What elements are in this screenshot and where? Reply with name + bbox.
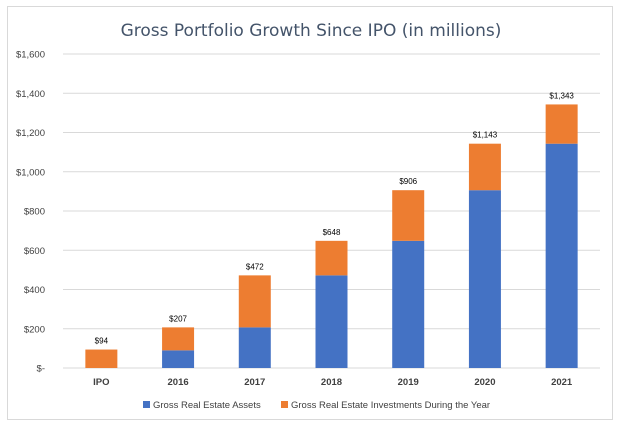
legend-swatch-investments: [281, 401, 288, 408]
x-axis-category-labels: IPO 2016 2017 2018 2019 2020 2021: [93, 377, 573, 388]
chart-svg: Gross Portfolio Growth Since IPO (in mil…: [16, 21, 600, 411]
y-tick-label: $1,400: [16, 89, 45, 100]
legend-label-investments: Gross Real Estate Investments During the…: [291, 400, 490, 411]
bar-segment-investments: [85, 349, 118, 368]
gridlines: [63, 53, 600, 369]
bar-segment-assets: [238, 327, 271, 368]
x-category-label: 2017: [244, 377, 265, 388]
bar-segment-investments: [392, 190, 425, 241]
y-tick-label: $800: [24, 207, 45, 218]
bar-segment-investments: [162, 327, 195, 351]
data-label: $906: [399, 177, 417, 186]
chart-frame: Gross Portfolio Growth Since IPO (in mil…: [7, 6, 613, 420]
x-category-label: IPO: [93, 377, 109, 388]
bar-segment-assets: [162, 350, 195, 368]
bar-segment-assets: [315, 275, 348, 368]
y-tick-label: $1,000: [16, 167, 45, 178]
bar-segment-assets: [545, 143, 578, 368]
data-label: $648: [323, 228, 341, 237]
data-labels: $94 $207 $472 $648 $906 $1,143 $1,343: [95, 91, 575, 345]
legend-label-assets: Gross Real Estate Assets: [153, 400, 261, 411]
bar-segment-investments: [315, 240, 348, 276]
legend-swatch-assets: [143, 401, 150, 408]
y-tick-label: $400: [24, 285, 45, 296]
x-category-label: 2021: [551, 377, 573, 388]
y-tick-label: $600: [24, 246, 45, 257]
data-label: $94: [95, 337, 109, 346]
x-category-label: 2019: [398, 377, 419, 388]
data-label: $1,343: [549, 91, 574, 100]
y-tick-label: $1,600: [16, 50, 45, 61]
data-label: $472: [246, 262, 264, 271]
bar-segment-investments: [238, 275, 271, 328]
bar-segment-investments: [468, 143, 501, 191]
bars: [85, 104, 578, 368]
y-tick-label: $-: [37, 364, 45, 375]
legend: Gross Real Estate Assets Gross Real Estat…: [143, 400, 490, 411]
bar-segment-investments: [545, 104, 578, 144]
x-category-label: 2020: [474, 377, 495, 388]
x-category-label: 2018: [321, 377, 342, 388]
y-tick-label: $1,200: [16, 128, 45, 139]
y-tick-label: $200: [24, 324, 45, 335]
chart-title: Gross Portfolio Growth Since IPO (in mil…: [121, 21, 502, 41]
data-label: $207: [169, 314, 187, 323]
bar-segment-assets: [468, 190, 501, 368]
bar-segment-assets: [392, 240, 425, 368]
x-category-label: 2016: [168, 377, 189, 388]
data-label: $1,143: [473, 131, 498, 140]
y-axis-tick-labels: $- $200 $400 $600 $800 $1,000 $1,200 $1,400 $1,6…: [16, 50, 45, 375]
